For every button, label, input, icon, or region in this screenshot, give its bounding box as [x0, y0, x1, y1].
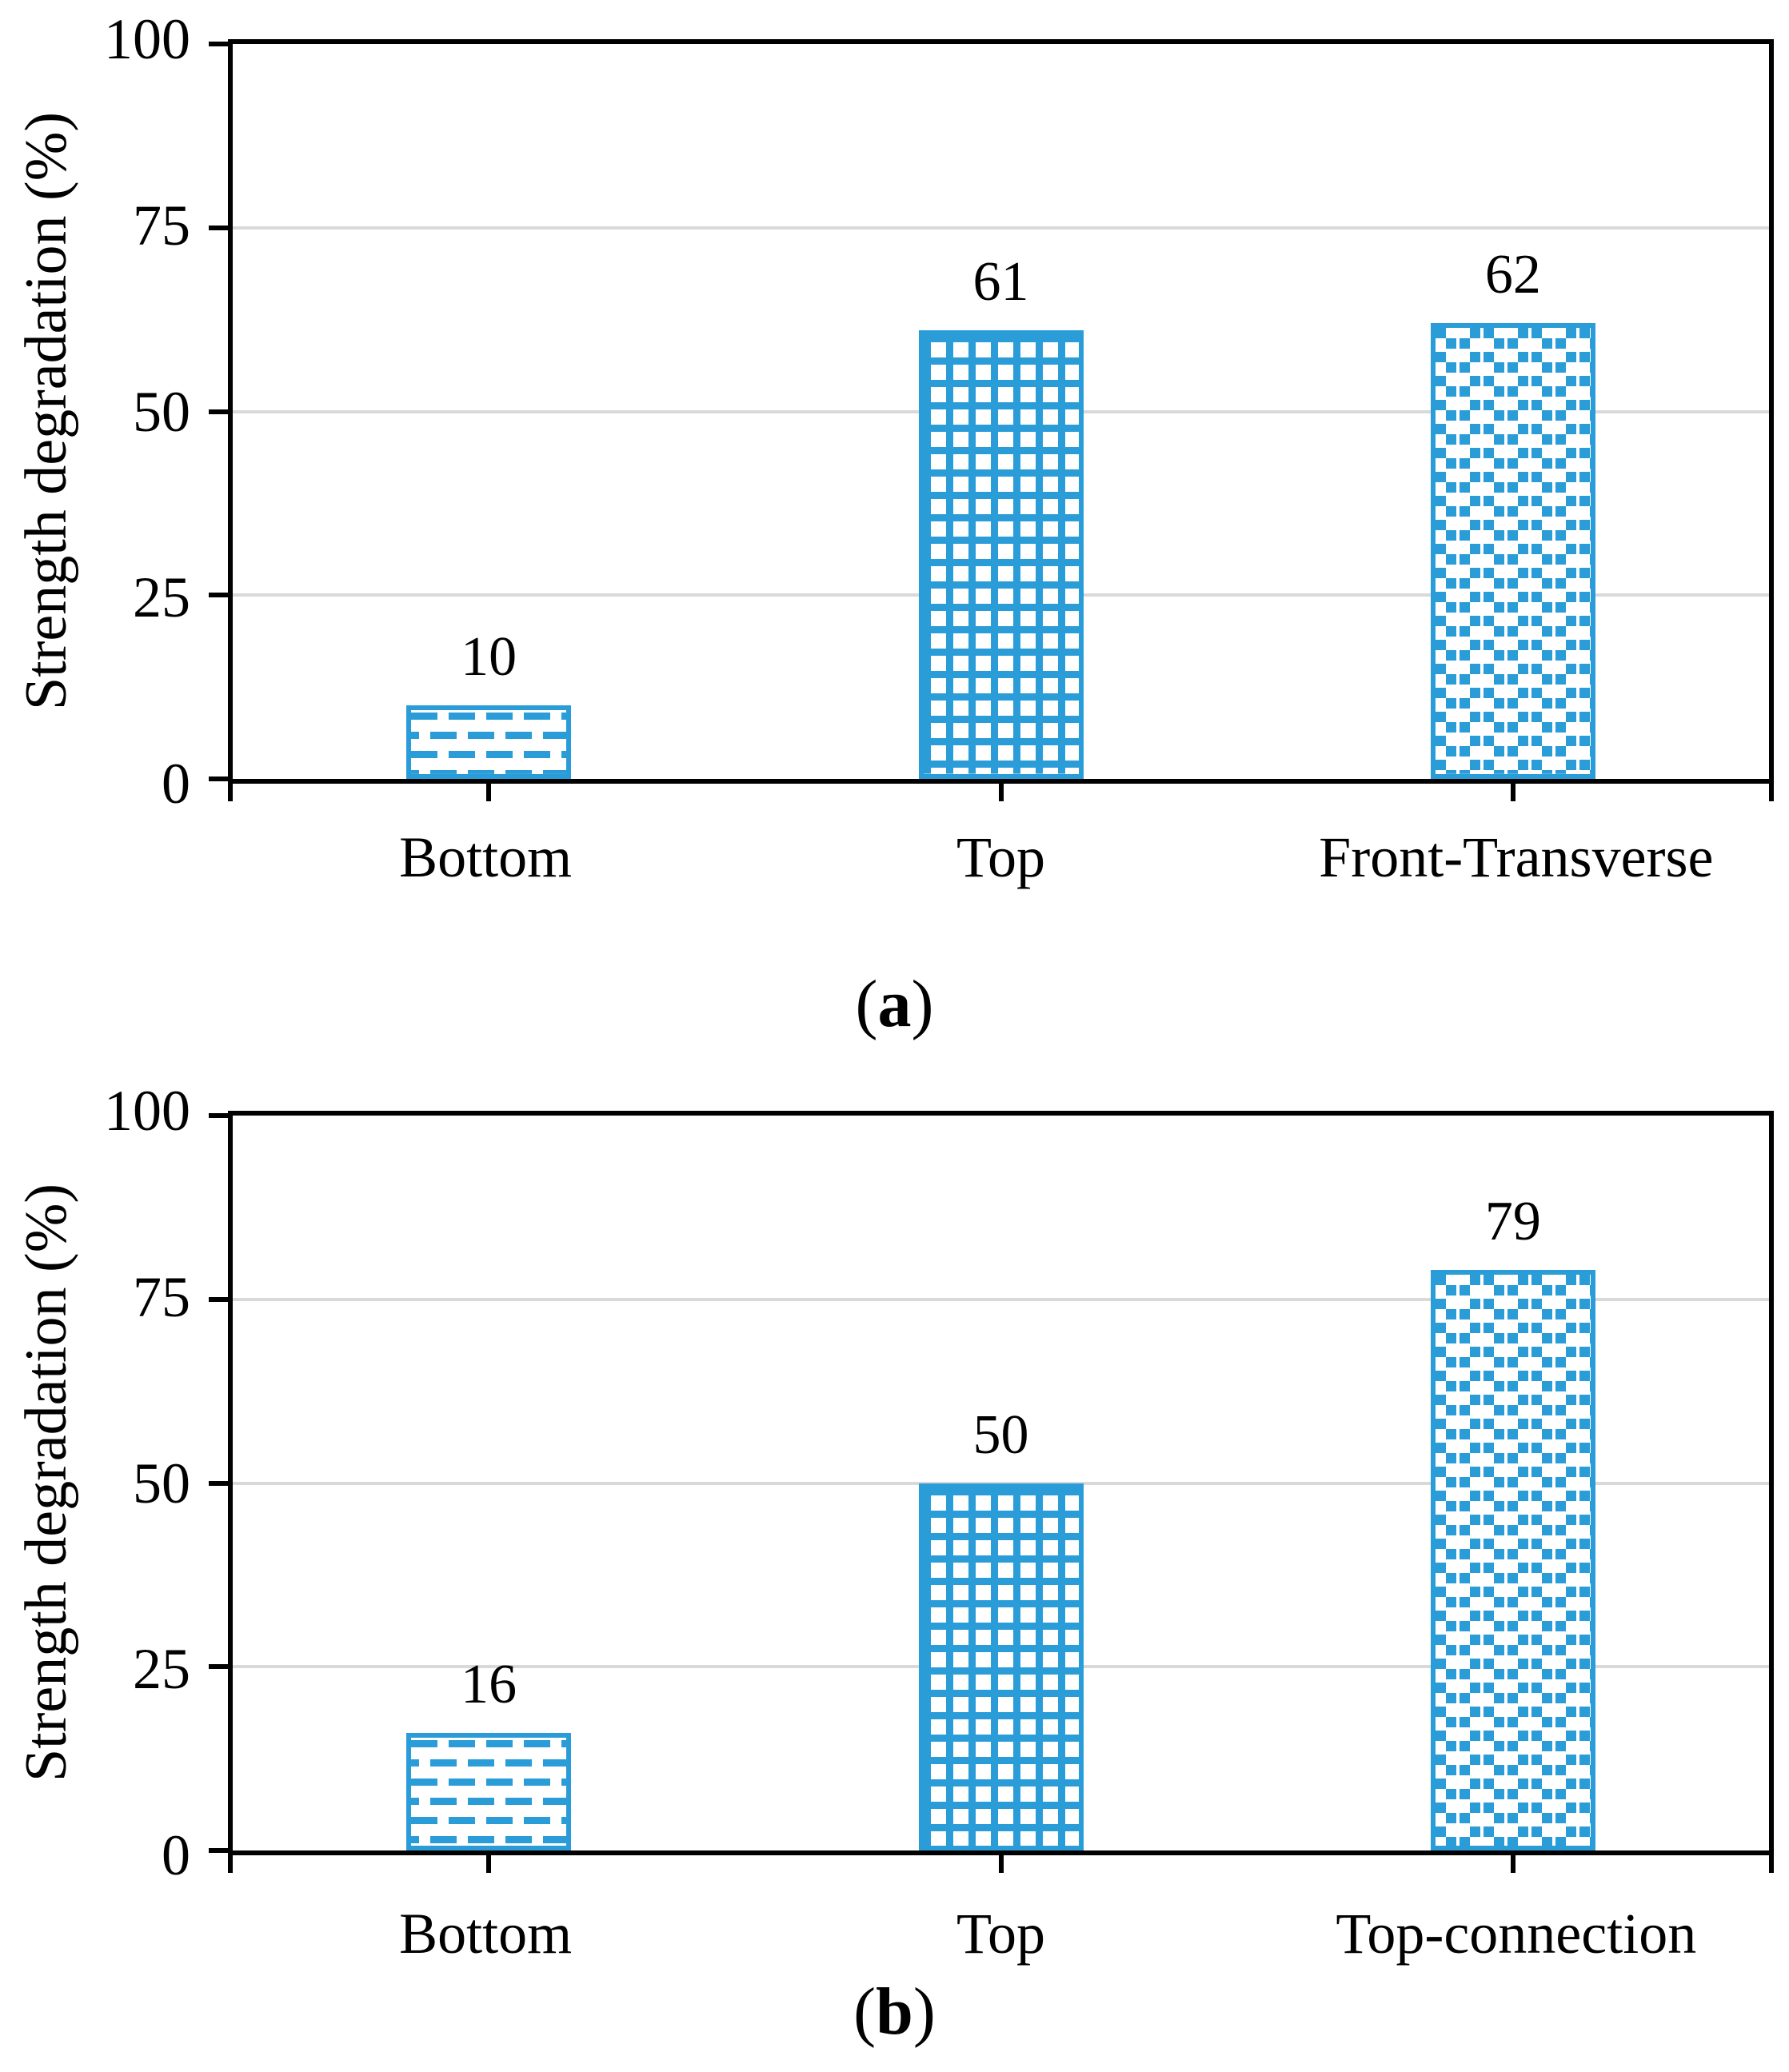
y-tick-label: 100	[104, 7, 190, 71]
data-label: 62	[1484, 244, 1541, 306]
bar-pattern-dotted	[1435, 328, 1591, 774]
gridline-75	[233, 226, 1769, 230]
bar-bottom	[406, 705, 572, 779]
x-axis-end-tick	[228, 1855, 233, 1873]
bar-top	[918, 330, 1084, 779]
y-tick-label: 75	[133, 193, 190, 258]
y-tick-label: 75	[133, 1264, 190, 1329]
bar-top-connection	[1430, 1270, 1595, 1850]
caption-open-paren: (	[855, 967, 878, 1041]
x-axis-tick	[1510, 784, 1515, 801]
y-tick-label: 25	[133, 1637, 190, 1702]
y-tick-label: 50	[133, 1451, 190, 1515]
bar-pattern-dotted	[1435, 1275, 1591, 1846]
caption-close-paren: )	[912, 1974, 936, 2049]
data-label: 79	[1484, 1191, 1541, 1252]
y-tick-label: 0	[162, 752, 190, 816]
y-axis-tick-labels: 0 25 50 75 100	[0, 1081, 190, 1885]
bar-pattern-grid	[923, 335, 1079, 774]
caption-letter: b	[876, 1974, 913, 2049]
y-axis-tick	[209, 1664, 228, 1670]
bar-pattern-dashed	[411, 1737, 567, 1846]
data-label: 61	[972, 251, 1029, 313]
bar-top	[918, 1483, 1084, 1850]
x-axis-end-tick	[228, 784, 233, 801]
category-label-bottom: Bottom	[399, 825, 573, 889]
x-axis-tick	[998, 1855, 1004, 1873]
bar-pattern-grid	[923, 1487, 1079, 1846]
panel-caption-a: (a)	[0, 966, 1789, 1043]
category-label-top: Top	[956, 1902, 1045, 1966]
x-axis-end-tick	[1769, 784, 1774, 801]
plot-area: 16 50 79	[209, 1111, 1774, 1873]
x-axis-category-labels: Bottom Top Front-Transverse	[228, 825, 1774, 913]
data-label: 10	[461, 626, 517, 689]
x-axis-tick	[486, 784, 492, 801]
category-label-top: Top	[956, 825, 1045, 889]
y-axis-tick	[209, 1848, 228, 1853]
x-axis-category-labels: Bottom Top Top-connection	[228, 1902, 1774, 1990]
plot-area: 10 61 62	[209, 39, 1774, 801]
y-tick-label: 100	[104, 1079, 190, 1143]
y-axis-tick	[209, 593, 228, 598]
y-axis-tick	[209, 1113, 228, 1118]
y-tick-label: 50	[133, 379, 190, 444]
bar-pattern-dashed	[411, 710, 567, 774]
x-axis-tick	[486, 1855, 492, 1873]
category-label-front-transverse: Front-Transverse	[1319, 825, 1714, 889]
data-label: 16	[461, 1653, 517, 1715]
x-axis-tick	[1510, 1855, 1515, 1873]
category-label-top-connection: Top-connection	[1336, 1902, 1697, 1966]
gridline-75	[233, 1297, 1769, 1301]
x-axis-tick	[998, 784, 1004, 801]
y-tick-label: 0	[162, 1823, 190, 1887]
data-label: 50	[972, 1403, 1029, 1466]
bar-bottom	[406, 1732, 572, 1850]
y-axis-tick	[209, 1296, 228, 1302]
y-axis-tick	[209, 777, 228, 781]
category-label-bottom: Bottom	[399, 1902, 573, 1966]
y-axis-tick	[209, 409, 228, 414]
y-axis-tick-labels: 0 25 50 75 100	[0, 10, 190, 813]
y-axis-tick	[209, 1480, 228, 1486]
y-tick-label: 25	[133, 565, 190, 630]
caption-close-paren: )	[911, 967, 934, 1041]
y-axis-tick	[209, 225, 228, 230]
y-axis-tick	[209, 42, 228, 46]
caption-open-paren: (	[853, 1974, 877, 2049]
panel-caption-b: (b)	[0, 1974, 1789, 2050]
caption-letter: a	[877, 967, 912, 1041]
bar-front-transverse	[1430, 323, 1595, 779]
x-axis-end-tick	[1769, 1855, 1774, 1873]
